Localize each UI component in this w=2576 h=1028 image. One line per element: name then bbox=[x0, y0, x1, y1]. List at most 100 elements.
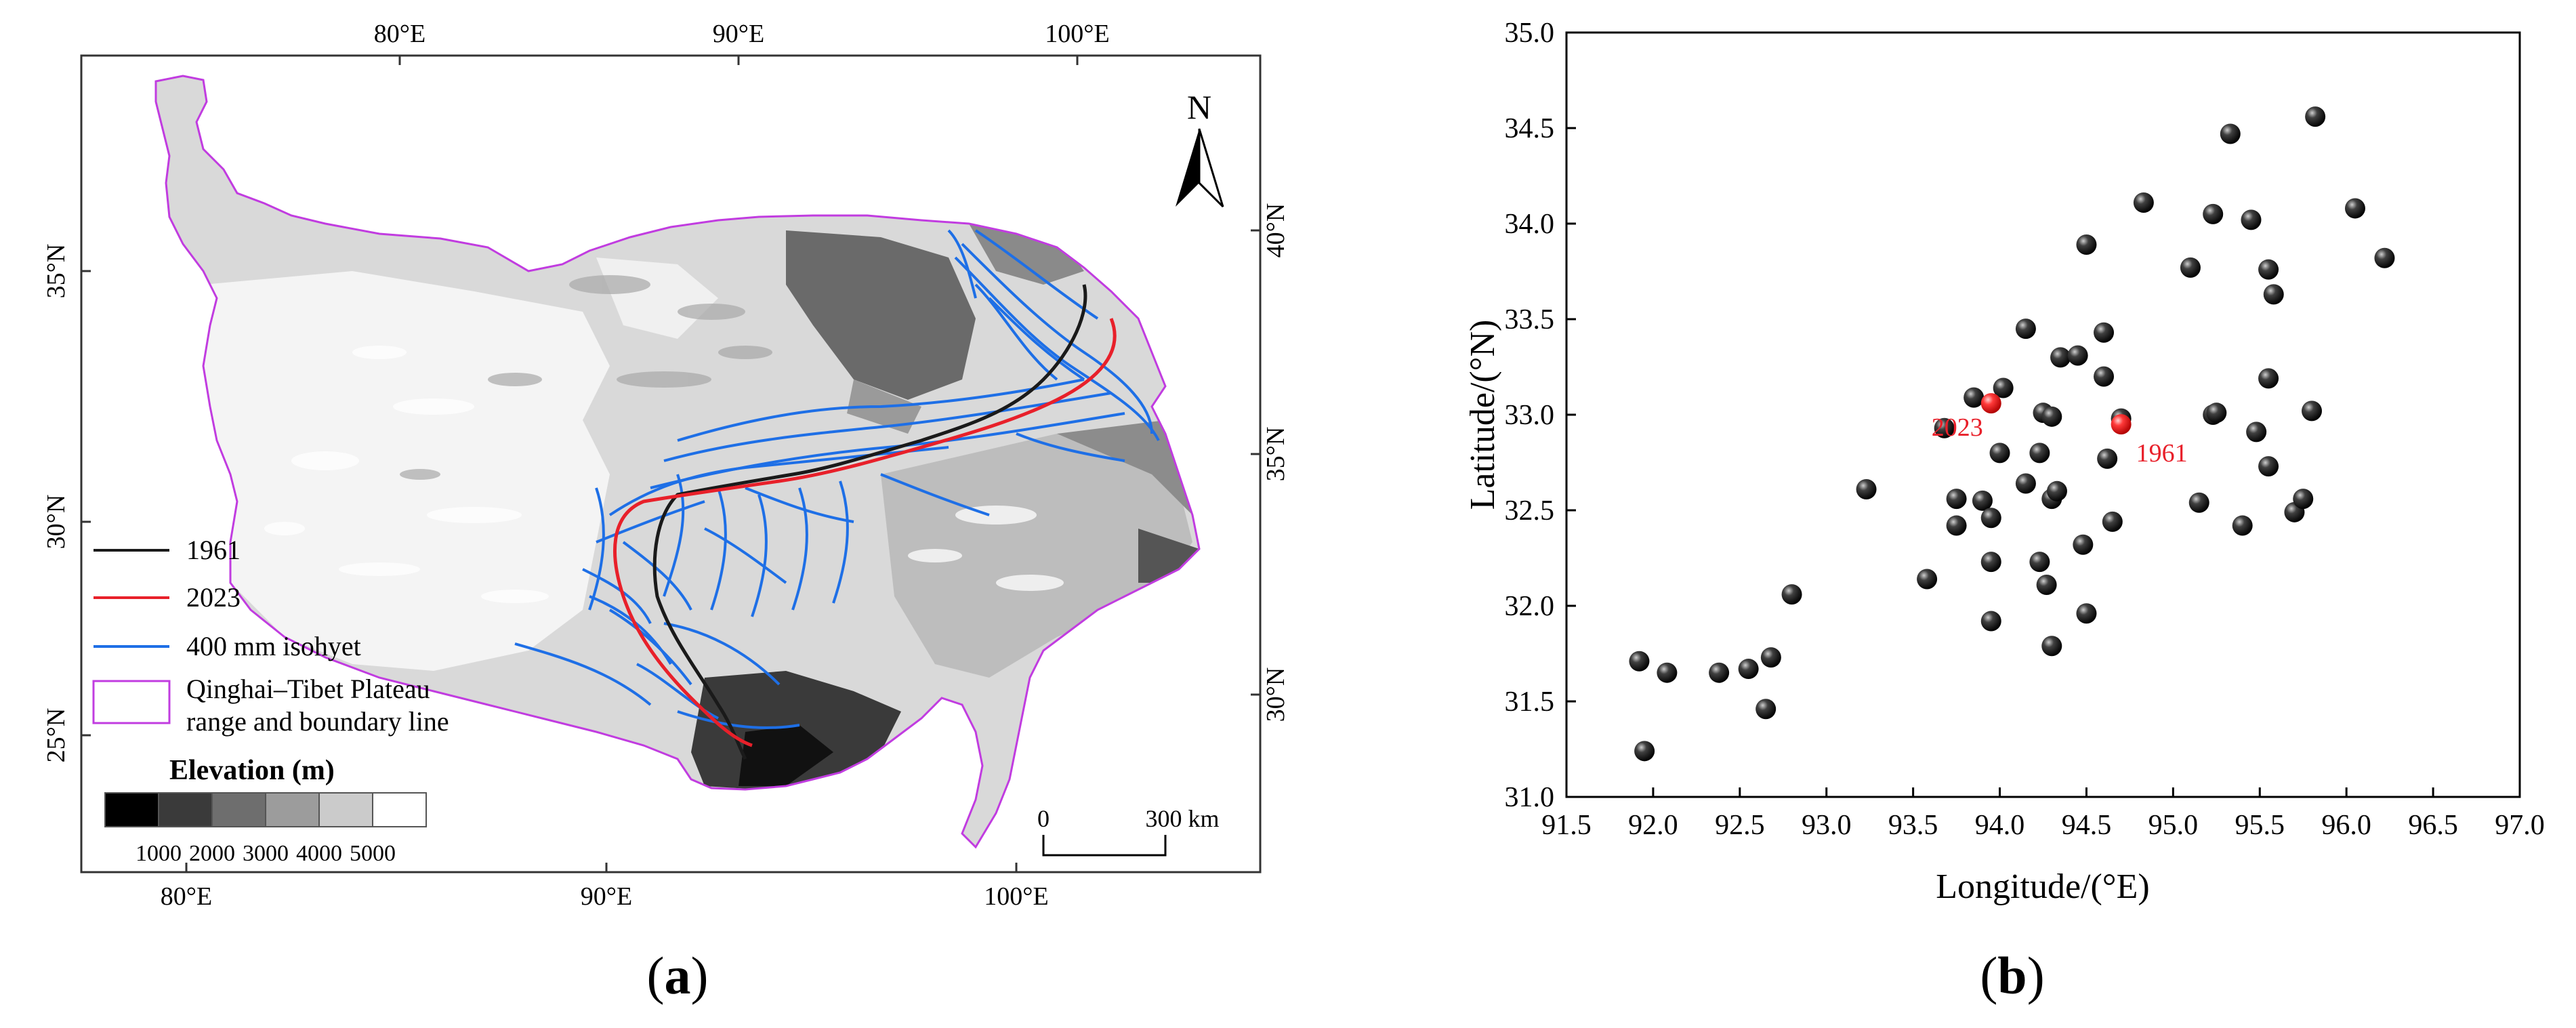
station-point bbox=[2050, 347, 2071, 368]
station-point bbox=[2036, 574, 2057, 595]
station-point bbox=[2220, 123, 2241, 144]
station-point bbox=[2241, 209, 2262, 230]
legend-boundary-line2: range and boundary line bbox=[186, 706, 449, 737]
station-point bbox=[1856, 478, 1877, 499]
map-panel: 80°E 90°E 100°E 80°E 90°E 100°E 35°N 30°… bbox=[42, 20, 1290, 911]
map-bottom-axis: 80°E 90°E 100°E bbox=[161, 863, 1049, 911]
caption-a-letter: a bbox=[664, 946, 691, 1005]
station-point bbox=[2305, 106, 2326, 127]
north-arrow: N bbox=[1176, 88, 1224, 208]
station-point bbox=[1760, 647, 1781, 668]
right-lat-label-35: 35°N bbox=[1262, 427, 1290, 482]
station-point bbox=[2263, 284, 2284, 305]
station-point bbox=[1657, 662, 1678, 683]
y-axis: 31.0 31.5 32.0 32.5 33.0 33.5 34.0 34.5 35.0 bbox=[1505, 18, 1576, 813]
caption-b-letter: b bbox=[1997, 946, 2027, 1005]
centroid-point-2023 bbox=[1980, 393, 2001, 414]
station-point bbox=[2015, 318, 2036, 340]
x-tick-label: 95.5 bbox=[2235, 810, 2285, 841]
x-tick-label: 95.0 bbox=[2148, 810, 2199, 841]
top-lon-label-80: 80°E bbox=[374, 20, 425, 48]
right-lat-label-40: 40°N bbox=[1262, 203, 1290, 258]
station-point bbox=[1917, 569, 1938, 590]
bottom-lon-label-100: 100°E bbox=[984, 882, 1048, 911]
x-tick-label: 97.0 bbox=[2495, 810, 2545, 841]
map-right-axis: 40°N 35°N 30°N bbox=[1251, 203, 1290, 722]
station-point bbox=[1781, 584, 1802, 605]
bottom-lon-label-90: 90°E bbox=[581, 882, 632, 911]
x-tick-label: 96.5 bbox=[2408, 810, 2458, 841]
elevation-tick: 2000 bbox=[189, 841, 235, 866]
station-point bbox=[2302, 400, 2323, 422]
isohyet-lines bbox=[514, 229, 1160, 729]
caption-a: (a) bbox=[646, 946, 709, 1005]
station-point bbox=[2102, 511, 2123, 532]
scatter-panel: 91.5 92.0 92.5 93.0 93.5 94.0 94.5 95.0 95.5 96.0… bbox=[1463, 18, 2545, 906]
station-point bbox=[2094, 322, 2115, 343]
map-legend: 1961 2023 400 mm isohyet Qinghai–Tibet P… bbox=[92, 535, 449, 866]
station-point bbox=[1964, 387, 1985, 408]
y-tick-label: 33.0 bbox=[1505, 400, 1555, 431]
y-tick-label: 34.5 bbox=[1505, 113, 1555, 144]
x-tick-label: 94.0 bbox=[1975, 810, 2025, 841]
station-point bbox=[1993, 377, 2014, 398]
top-lon-label-100: 100°E bbox=[1045, 20, 1109, 48]
station-point bbox=[1946, 489, 1967, 510]
station-point bbox=[2374, 247, 2395, 268]
plateau-boundary bbox=[154, 75, 1201, 849]
x-tick-label: 93.5 bbox=[1888, 810, 1938, 841]
station-point bbox=[1756, 699, 1777, 720]
station-point bbox=[2041, 406, 2062, 427]
y-tick-label: 35.0 bbox=[1505, 18, 1555, 49]
station-point bbox=[1989, 443, 2010, 464]
x-tick-label: 91.5 bbox=[1541, 810, 1592, 841]
elevation-colorbar bbox=[104, 792, 427, 827]
station-point bbox=[1980, 552, 2001, 573]
left-lat-label-35: 35°N bbox=[42, 244, 70, 299]
line-1961 bbox=[652, 284, 1087, 760]
map-left-axis: 35°N 30°N 25°N bbox=[42, 244, 91, 763]
station-point bbox=[2029, 552, 2050, 573]
elevation-ticks: 1000 2000 3000 4000 5000 bbox=[136, 841, 396, 866]
legend-boundary-line1: Qinghai–Tibet Plateau bbox=[186, 674, 430, 704]
x-tick-label: 92.5 bbox=[1715, 810, 1765, 841]
station-point bbox=[2076, 603, 2097, 624]
station-point bbox=[2293, 489, 2314, 510]
station-point bbox=[2076, 234, 2097, 255]
y-axis-label: Latitude/(°N) bbox=[1463, 320, 1502, 510]
station-point bbox=[2258, 368, 2279, 389]
north-arrow-label: N bbox=[1187, 88, 1211, 126]
station-point bbox=[2133, 192, 2154, 213]
elevation-tick: 5000 bbox=[350, 841, 396, 866]
right-lat-label-30: 30°N bbox=[1262, 667, 1290, 722]
x-axis: 91.5 92.0 92.5 93.0 93.5 94.0 94.5 95.0 95.5 96.0… bbox=[1541, 787, 2545, 841]
station-point bbox=[2344, 198, 2365, 219]
scale-end: 300 km bbox=[1145, 805, 1219, 832]
elevation-tick: 4000 bbox=[296, 841, 342, 866]
legend-2023: 2023 bbox=[186, 582, 241, 613]
elevation-tick: 3000 bbox=[243, 841, 289, 866]
station-point bbox=[2029, 443, 2050, 464]
station-point bbox=[1934, 417, 1955, 438]
x-tick-label: 96.0 bbox=[2321, 810, 2371, 841]
y-tick-label: 32.5 bbox=[1505, 495, 1555, 527]
station-point bbox=[2015, 473, 2036, 494]
station-point bbox=[2180, 257, 2201, 278]
caption-b: (b) bbox=[1980, 946, 2045, 1005]
station-point bbox=[2258, 456, 2279, 477]
scale-bar: 0 300 km bbox=[1037, 805, 1220, 857]
station-point bbox=[2046, 480, 2067, 501]
station-point bbox=[1709, 662, 1730, 683]
top-lon-label-90: 90°E bbox=[713, 20, 764, 48]
centroid-label-1961: 1961 bbox=[2136, 439, 2188, 468]
station-point bbox=[2097, 448, 2118, 469]
elevation-title: Elevation (m) bbox=[169, 755, 335, 786]
centroid-label-2023: 2023 bbox=[1932, 413, 1983, 442]
left-lat-label-25: 25°N bbox=[42, 708, 70, 763]
station-point bbox=[1972, 490, 1993, 511]
y-tick-label: 31.0 bbox=[1505, 782, 1555, 813]
station-point bbox=[2232, 515, 2253, 536]
left-lat-label-30: 30°N bbox=[42, 495, 70, 550]
scatter-points: 2023 1961 bbox=[1629, 106, 2395, 762]
